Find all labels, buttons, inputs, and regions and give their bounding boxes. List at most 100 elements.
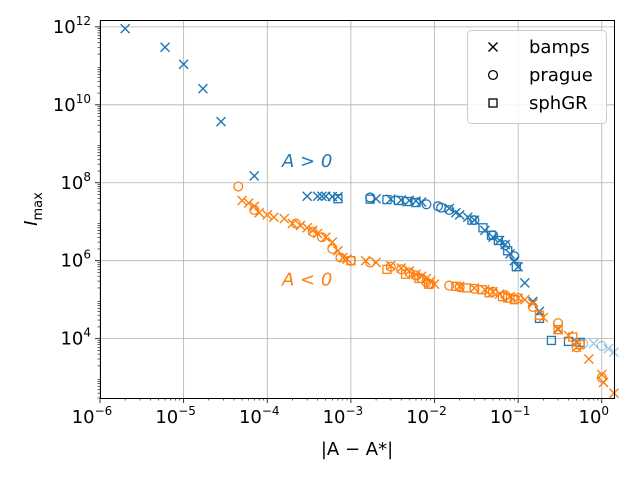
point-bamps bbox=[307, 225, 318, 236]
point-bamps bbox=[454, 209, 465, 220]
y-axis-label: Imax bbox=[21, 192, 46, 226]
point-prague bbox=[233, 181, 244, 192]
point-sphGR bbox=[553, 325, 563, 335]
point-bamps bbox=[598, 377, 609, 388]
point-sphGR bbox=[478, 223, 488, 233]
point-sphGR bbox=[477, 285, 487, 295]
point-sphGR bbox=[400, 269, 411, 279]
point-sphGR bbox=[493, 235, 504, 246]
point-sphGR bbox=[546, 335, 557, 346]
point-bamps bbox=[302, 191, 313, 202]
x-tick-label: 10−6 bbox=[72, 404, 113, 428]
annotations: A > 0 A < 0 bbox=[281, 151, 332, 290]
point-prague bbox=[444, 280, 455, 291]
point-bamps bbox=[583, 354, 594, 365]
axis-ticks: 10−6 10−5 10−4 10−3 10−2 10−1 100 104 106 108 1010… bbox=[53, 14, 609, 428]
point-prague bbox=[527, 301, 538, 313]
point-bamps bbox=[262, 209, 273, 220]
point-prague bbox=[509, 251, 520, 262]
point-sphGR bbox=[346, 256, 356, 266]
point-sphGR bbox=[467, 215, 477, 225]
data-points bbox=[120, 23, 619, 399]
point-prague bbox=[444, 204, 455, 216]
point-sphGR bbox=[503, 246, 513, 256]
point-sphGR bbox=[503, 293, 513, 303]
point-bamps bbox=[316, 191, 327, 202]
point-sphGR bbox=[484, 288, 494, 298]
point-bamps bbox=[287, 218, 298, 229]
point-sphGR bbox=[486, 230, 497, 240]
point-sphGR bbox=[393, 195, 404, 206]
point-bamps bbox=[527, 298, 538, 309]
legend-label-sphGR: sphGR bbox=[529, 93, 588, 114]
point-bamps bbox=[254, 207, 265, 218]
annotation-positive: A > 0 bbox=[281, 151, 332, 172]
point-bamps bbox=[596, 369, 607, 380]
y-tick-label: 104 bbox=[60, 326, 91, 350]
point-prague bbox=[365, 257, 376, 268]
x-tick-label: 10−1 bbox=[490, 404, 531, 428]
x-tick-label: 10−4 bbox=[239, 404, 280, 428]
point-sphGR bbox=[382, 194, 392, 205]
annotation-negative: A < 0 bbox=[281, 270, 332, 291]
y-tick-label: 1012 bbox=[53, 14, 91, 38]
y-tick-label: 108 bbox=[60, 170, 91, 194]
point-bamps bbox=[120, 23, 131, 34]
legend-label-bamps: bamps bbox=[529, 37, 590, 58]
point-prague bbox=[335, 252, 346, 263]
y-tick-label: 106 bbox=[60, 248, 91, 272]
point-prague bbox=[249, 204, 260, 216]
point-prague bbox=[596, 372, 607, 383]
point-sphGR bbox=[333, 194, 343, 204]
point-bamps bbox=[302, 222, 313, 233]
point-prague bbox=[500, 290, 511, 301]
legend: bamps prague sphGR bbox=[467, 30, 607, 124]
point-prague bbox=[500, 240, 511, 251]
point-bamps bbox=[160, 42, 171, 53]
point-bamps bbox=[237, 195, 248, 206]
point-bamps bbox=[588, 338, 599, 349]
point-bamps bbox=[527, 296, 538, 307]
point-sphGR bbox=[575, 340, 585, 350]
legend-marker-bamps bbox=[488, 42, 498, 52]
point-sphGR bbox=[461, 283, 471, 293]
point-bamps bbox=[519, 277, 530, 288]
x-tick-label: 10−3 bbox=[323, 404, 364, 428]
point-sphGR bbox=[511, 262, 521, 272]
point-prague bbox=[410, 270, 422, 281]
point-prague bbox=[316, 232, 327, 243]
point-sphGR bbox=[382, 264, 392, 274]
point-bamps bbox=[332, 191, 343, 202]
point-prague bbox=[365, 192, 376, 203]
axis-labels: |A − A*| Imax bbox=[21, 192, 393, 460]
point-prague bbox=[421, 199, 432, 210]
point-prague bbox=[307, 226, 318, 237]
legend-marker-prague bbox=[487, 69, 499, 81]
point-bamps bbox=[197, 83, 208, 94]
x-tick-label: 10−2 bbox=[406, 404, 447, 428]
point-bamps bbox=[216, 116, 227, 127]
point-sphGR bbox=[402, 196, 412, 207]
point-sphGR bbox=[423, 279, 434, 289]
point-prague bbox=[290, 218, 301, 229]
point-bamps bbox=[249, 170, 260, 181]
point-bamps bbox=[396, 262, 407, 273]
point-prague bbox=[436, 202, 447, 213]
point-bamps bbox=[513, 261, 524, 272]
legend-label-prague: prague bbox=[529, 65, 593, 86]
plot-frame bbox=[100, 20, 615, 399]
point-bamps bbox=[268, 212, 279, 223]
point-bamps bbox=[312, 191, 323, 202]
x-tick-label: 10−5 bbox=[155, 404, 196, 428]
point-sphGR bbox=[411, 197, 421, 208]
point-sphGR bbox=[365, 194, 375, 204]
point-prague bbox=[327, 243, 338, 255]
point-prague bbox=[553, 318, 564, 329]
x-tick-label: 100 bbox=[579, 404, 610, 428]
y-tick-label: 1010 bbox=[53, 92, 91, 116]
point-prague bbox=[596, 340, 607, 351]
point-sphGR bbox=[568, 332, 578, 342]
point-sphGR bbox=[451, 281, 461, 291]
point-bamps bbox=[444, 203, 455, 214]
